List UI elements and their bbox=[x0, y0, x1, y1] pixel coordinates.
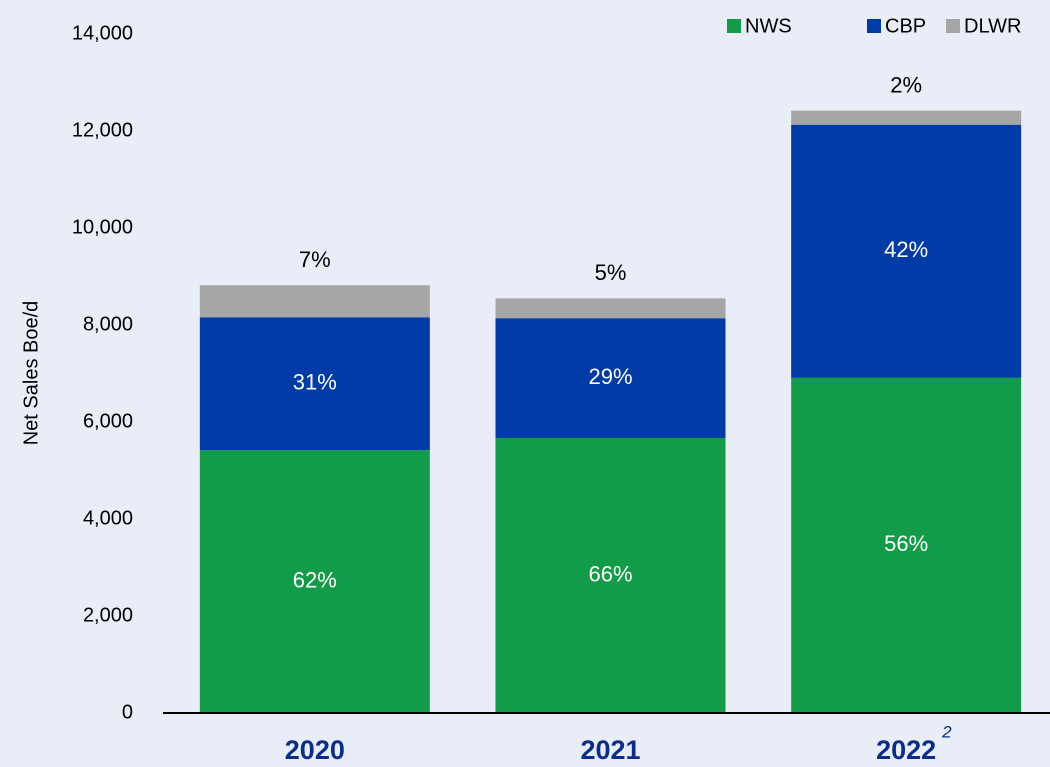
legend-swatch bbox=[946, 19, 960, 33]
segment-label: 2% bbox=[890, 72, 922, 97]
bar-segment bbox=[791, 377, 1022, 713]
y-tick-label: 12,000 bbox=[72, 119, 133, 141]
footnote-mark: 2 bbox=[941, 722, 952, 741]
x-tick-label: 2020 bbox=[285, 735, 345, 765]
y-tick-label: 8,000 bbox=[83, 313, 133, 335]
bar-segment bbox=[199, 450, 430, 713]
y-tick-label: 10,000 bbox=[72, 216, 133, 238]
y-tick-label: 0 bbox=[122, 701, 133, 723]
y-tick-label: 14,000 bbox=[72, 22, 133, 44]
segment-label: 66% bbox=[588, 561, 632, 586]
segment-label: 62% bbox=[293, 567, 337, 592]
bar-segment bbox=[495, 298, 726, 319]
legend-swatch bbox=[727, 19, 741, 33]
segment-label: 42% bbox=[884, 237, 928, 262]
legend-label: NWS bbox=[745, 15, 792, 37]
segment-label: 56% bbox=[884, 531, 928, 556]
legend-swatch bbox=[867, 19, 881, 33]
bar-segment bbox=[199, 285, 430, 318]
bar-segment bbox=[791, 110, 1022, 125]
segment-label: 31% bbox=[293, 369, 337, 394]
y-tick-label: 4,000 bbox=[83, 507, 133, 529]
bar-segment bbox=[791, 124, 1022, 378]
segment-label: 7% bbox=[299, 247, 331, 272]
bar-segment bbox=[495, 318, 726, 439]
bar-segment bbox=[495, 438, 726, 713]
x-tick-label: 2022 bbox=[876, 735, 936, 765]
segment-label: 29% bbox=[588, 364, 632, 389]
x-tick-label: 2021 bbox=[580, 735, 640, 765]
y-axis-label: Net Sales Boe/d bbox=[20, 301, 42, 446]
legend-label: DLWR bbox=[964, 15, 1021, 37]
segment-label: 5% bbox=[595, 260, 627, 285]
y-tick-label: 6,000 bbox=[83, 410, 133, 432]
legend-label: CBP bbox=[885, 15, 926, 37]
y-tick-label: 2,000 bbox=[83, 604, 133, 626]
bar-segment bbox=[199, 317, 430, 451]
